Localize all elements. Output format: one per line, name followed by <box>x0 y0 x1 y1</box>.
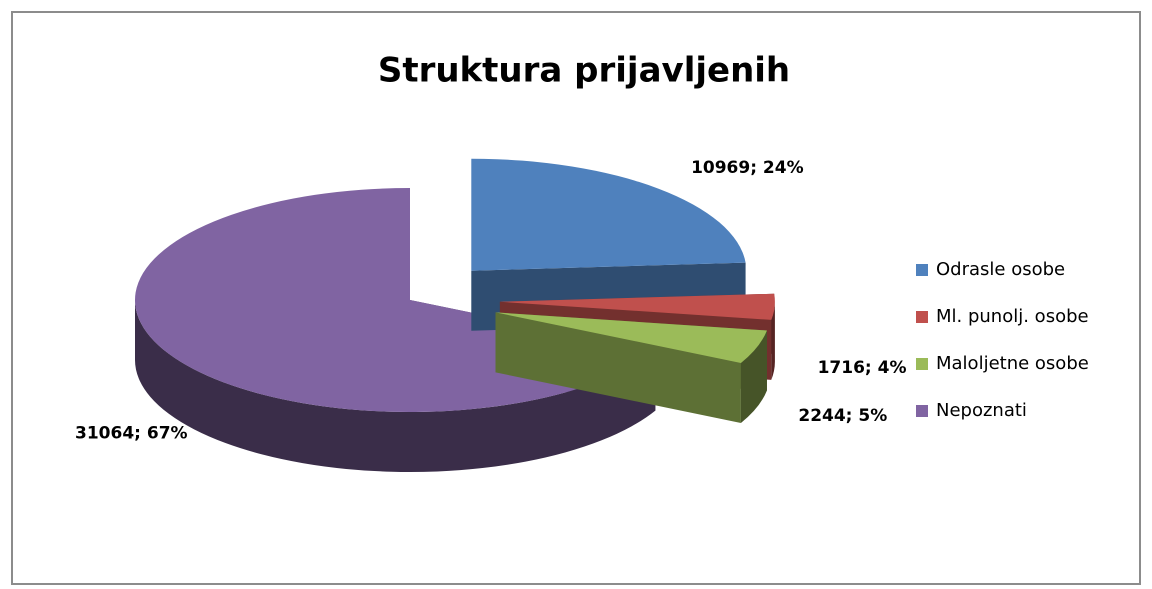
legend-swatch <box>916 358 928 370</box>
data-label: 31064; 67% <box>75 423 188 443</box>
slice <box>495 312 767 363</box>
legend-label: Odrasle osobe <box>936 259 1065 280</box>
legend-label: Ml. punolj. osobe <box>936 306 1089 327</box>
slice <box>471 158 746 271</box>
slice-side <box>740 330 767 423</box>
legend-swatch <box>916 311 928 323</box>
data-label: 10969; 24% <box>691 158 804 178</box>
legend-label: Nepoznati <box>936 400 1027 421</box>
chart-title: Struktura prijavljenih <box>378 51 790 91</box>
legend-label: Maloljetne osobe <box>936 353 1089 374</box>
data-label: 1716; 4% <box>818 358 907 378</box>
slice-cut-face <box>495 312 741 423</box>
legend-swatch <box>916 405 928 417</box>
legend-swatch <box>916 264 928 276</box>
data-label: 2244; 5% <box>798 406 887 426</box>
slice-side <box>135 300 656 473</box>
slice-side <box>771 301 775 380</box>
slice <box>499 293 775 320</box>
